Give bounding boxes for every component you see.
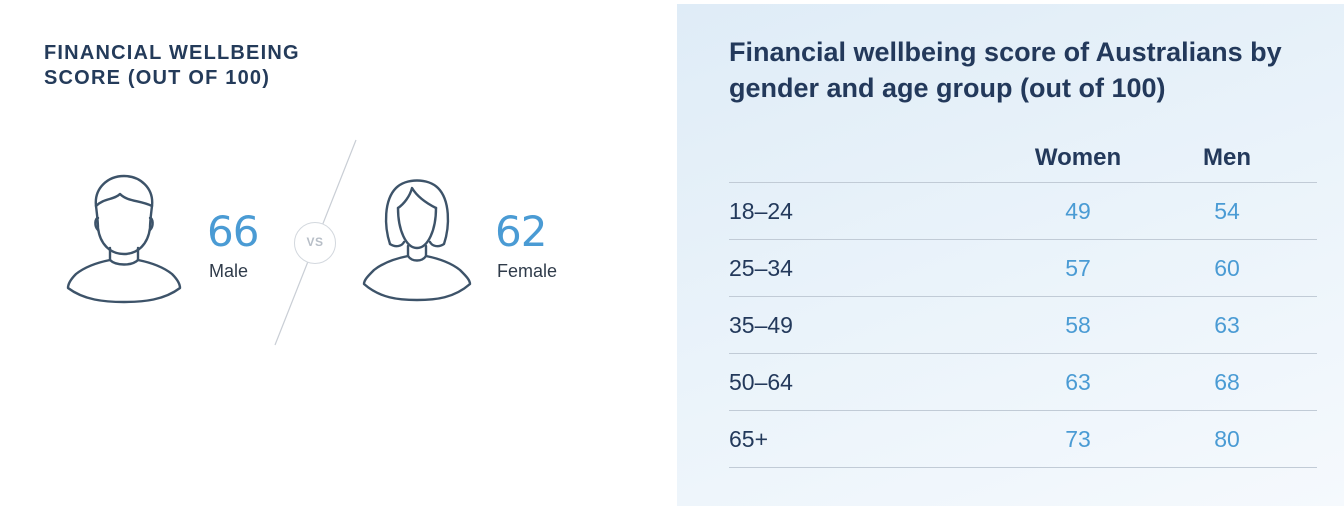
summary-title-line-1: FINANCIAL WELLBEING bbox=[44, 42, 300, 64]
men-score-cell: 54 bbox=[1137, 182, 1317, 240]
table-row: 35–49 58 63 bbox=[729, 296, 1317, 354]
summary-panel: FINANCIAL WELLBEING SCORE (OUT OF 100) 6… bbox=[44, 41, 558, 346]
vs-badge: VS bbox=[294, 222, 336, 264]
score-table: Women Men 18–24 49 54 25–34 57 60 35–49 … bbox=[729, 134, 1317, 468]
header-age bbox=[729, 134, 1019, 183]
table-row: 25–34 57 60 bbox=[729, 239, 1317, 297]
age-group-cell: 35–49 bbox=[729, 296, 1019, 354]
female-score: 62 bbox=[495, 207, 547, 256]
table-title: Financial wellbeing score of Australians… bbox=[729, 37, 1282, 103]
summary-title-line-2: SCORE (OUT OF 100) bbox=[44, 67, 271, 89]
women-score-cell: 73 bbox=[1019, 410, 1137, 468]
female-person-icon bbox=[360, 174, 474, 302]
women-score-cell: 49 bbox=[1019, 182, 1137, 240]
women-score-cell: 57 bbox=[1019, 239, 1137, 297]
table-row: 50–64 63 68 bbox=[729, 353, 1317, 411]
men-score-cell: 80 bbox=[1137, 410, 1317, 468]
age-group-cell: 50–64 bbox=[729, 353, 1019, 411]
table-row: 18–24 49 54 bbox=[729, 182, 1317, 240]
male-label: Male bbox=[209, 261, 249, 281]
age-group-panel: Financial wellbeing score of Australians… bbox=[677, 4, 1344, 506]
male-score: 66 bbox=[207, 207, 259, 256]
summary-title: FINANCIAL WELLBEING SCORE (OUT OF 100) bbox=[44, 41, 384, 91]
age-group-cell: 18–24 bbox=[729, 182, 1019, 240]
header-men: Men bbox=[1137, 134, 1317, 183]
women-score-cell: 63 bbox=[1019, 353, 1137, 411]
header-women: Women bbox=[1019, 134, 1137, 183]
male-person-icon bbox=[64, 170, 184, 304]
female-label: Female bbox=[497, 261, 558, 281]
men-score-cell: 68 bbox=[1137, 353, 1317, 411]
men-score-cell: 60 bbox=[1137, 239, 1317, 297]
age-group-cell: 65+ bbox=[729, 410, 1019, 468]
men-score-cell: 63 bbox=[1137, 296, 1317, 354]
age-group-cell: 25–34 bbox=[729, 239, 1019, 297]
women-score-cell: 58 bbox=[1019, 296, 1137, 354]
table-header-row: Women Men bbox=[729, 134, 1317, 183]
table-row: 65+ 73 80 bbox=[729, 410, 1317, 468]
